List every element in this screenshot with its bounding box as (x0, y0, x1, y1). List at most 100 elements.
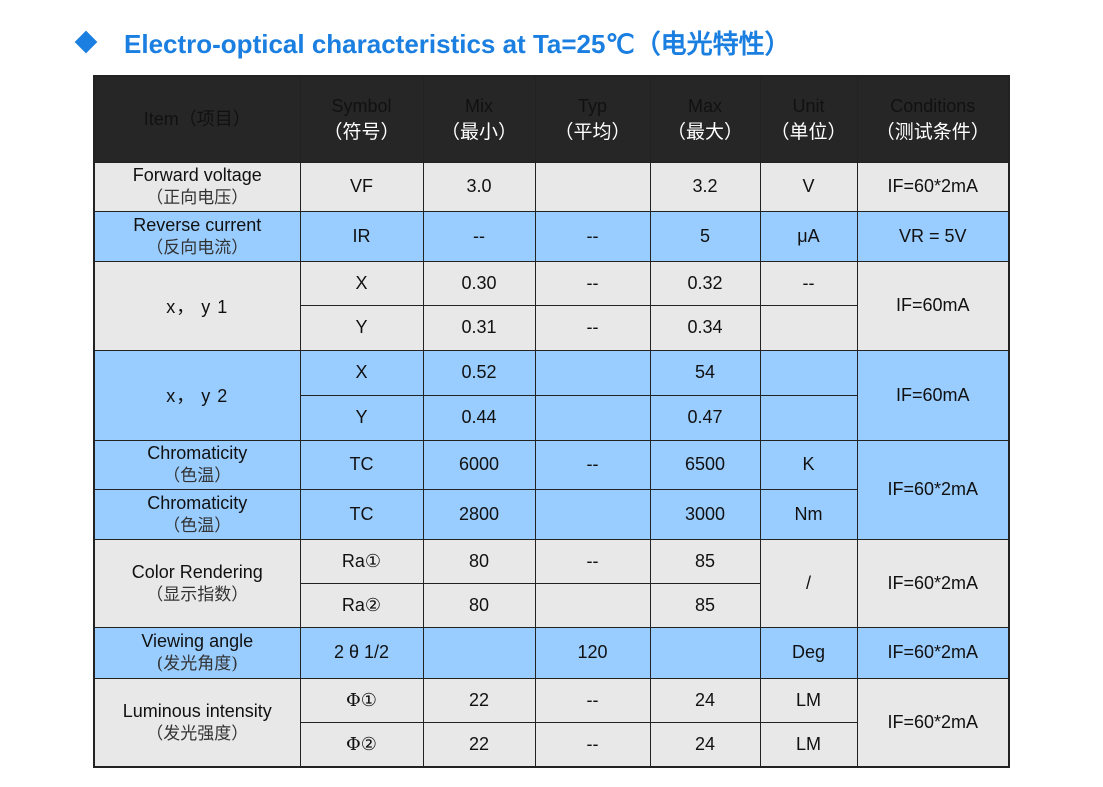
unit-cell: μA (759, 210, 858, 262)
typ-cell (534, 394, 651, 441)
header-min: Mix （最小） (422, 75, 536, 163)
unit-cell (759, 349, 858, 396)
min-cell: 80 (422, 538, 536, 584)
typ-cell: -- (534, 439, 651, 490)
typ-cell (534, 582, 651, 628)
max-cell: 3000 (649, 488, 761, 540)
diamond-bullet-icon (74, 30, 98, 54)
max-cell: 24 (649, 721, 761, 768)
max-cell: 54 (649, 349, 761, 396)
max-cell: 0.47 (649, 394, 761, 441)
min-cell: 22 (422, 721, 536, 768)
min-cell: 0.52 (422, 349, 536, 396)
min-cell: 3.0 (422, 161, 536, 212)
typ-cell (534, 349, 651, 396)
symbol-cell: Y (299, 304, 424, 351)
unit-cell: / (759, 538, 858, 628)
min-cell (422, 626, 536, 679)
item-cell: x， y 2 (93, 349, 301, 441)
table-row: Chromaticity （色温） TC 6000 -- 6500 K IF=60… (93, 439, 1010, 540)
title-row: Electro-optical characteristics at Ta=25… (74, 22, 791, 62)
unit-cell: K (759, 439, 858, 490)
conditions-cell: IF=60*2mA (856, 538, 1010, 628)
table-row: Viewing angle (发光角度) 2 θ 1/2 120 Deg IF=6… (93, 626, 1010, 679)
symbol-cell: IR (299, 210, 424, 262)
typ-cell: -- (534, 210, 651, 262)
header-symbol: Symbol （符号） (299, 75, 424, 163)
unit-cell: Nm (759, 488, 858, 540)
symbol-cell: Φ① (299, 677, 424, 723)
symbol-cell: VF (299, 161, 424, 212)
typ-cell: -- (534, 538, 651, 584)
unit-cell: V (759, 161, 858, 212)
unit-cell: LM (759, 721, 858, 768)
symbol-cell: TC (299, 439, 424, 490)
page-title: Electro-optical characteristics at Ta=25… (124, 28, 791, 59)
conditions-cell: IF=60*2mA (856, 161, 1010, 212)
symbol-cell: Ra② (299, 582, 424, 628)
table-row: Color Rendering （显示指数） Ra① 80 -- 85 / IF=… (93, 538, 1010, 628)
conditions-cell: IF=60*2mA (856, 677, 1010, 768)
max-cell: 85 (649, 582, 761, 628)
item-cell: Luminous intensity （发光强度） (93, 677, 301, 768)
item-cell: Viewing angle (发光角度) (93, 626, 301, 679)
symbol-cell: TC (299, 488, 424, 540)
symbol-cell: 2 θ 1/2 (299, 626, 424, 679)
unit-cell (759, 304, 858, 351)
symbol-cell: Φ② (299, 721, 424, 768)
min-cell: 0.30 (422, 260, 536, 306)
header-typ: Typ （平均） (534, 75, 651, 163)
header-unit: Unit （单位） (759, 75, 858, 163)
min-cell: 80 (422, 582, 536, 628)
typ-cell: -- (534, 677, 651, 723)
conditions-cell: VR = 5V (856, 210, 1010, 262)
conditions-cell: IF=60*2mA (856, 439, 1010, 540)
header-conditions: Conditions （测试条件） (856, 75, 1010, 163)
characteristics-table: Item（项目） Symbol （符号） Mix （最小） Typ （平均） Max （… (93, 75, 1010, 768)
item-cell: Color Rendering （显示指数） (93, 538, 301, 628)
table-row: x， y 1 X 0.30 -- 0.32 -- IF=60mA (93, 260, 1010, 351)
max-cell: 5 (649, 210, 761, 262)
min-cell: 0.31 (422, 304, 536, 351)
max-cell: 3.2 (649, 161, 761, 212)
header-max: Max （最大） (649, 75, 761, 163)
symbol-cell: Y (299, 394, 424, 441)
min-cell: 6000 (422, 439, 536, 490)
table-row: Y 0.31 -- 0.34 (94, 304, 1009, 351)
item-cell: Forward voltage （正向电压） (93, 161, 301, 212)
max-cell: 0.34 (649, 304, 761, 351)
min-cell: 2800 (422, 488, 536, 540)
typ-cell: 120 (534, 626, 651, 679)
table-row: Φ② 22 -- 24 LM (94, 721, 1009, 768)
max-cell: 24 (649, 677, 761, 723)
max-cell: 85 (649, 538, 761, 584)
table-row: Y 0.44 0.47 (94, 394, 1009, 441)
max-cell: 6500 (649, 439, 761, 490)
table-row: x， y 2 X 0.52 54 IF=60mA (93, 349, 1010, 441)
symbol-cell: X (299, 260, 424, 306)
max-cell (649, 626, 761, 679)
typ-cell: -- (534, 304, 651, 351)
conditions-cell: IF=60mA (856, 349, 1010, 441)
table-row: Chromaticity （色温） TC 2800 3000 Nm (93, 488, 1009, 540)
conditions-cell: IF=60*2mA (856, 626, 1010, 679)
table-row: Forward voltage （正向电压） VF 3.0 3.2 V IF=60… (93, 161, 1010, 212)
conditions-cell: IF=60mA (856, 260, 1010, 351)
item-cell: Chromaticity （色温） (93, 439, 301, 490)
symbol-cell: Ra① (299, 538, 424, 584)
item-cell: x， y 1 (93, 260, 301, 351)
header-item: Item（项目） (93, 75, 301, 163)
table-row: Reverse current （反向电流） IR -- -- 5 μA VR =… (93, 210, 1010, 262)
table-row: Luminous intensity （发光强度） Φ① 22 -- 24 LM … (93, 677, 1010, 768)
item-cell: Reverse current （反向电流） (93, 210, 301, 262)
unit-cell: LM (759, 677, 858, 723)
typ-cell: -- (534, 260, 651, 306)
symbol-cell: X (299, 349, 424, 396)
max-cell: 0.32 (649, 260, 761, 306)
typ-cell (534, 161, 651, 212)
min-cell: 0.44 (422, 394, 536, 441)
typ-cell (534, 488, 651, 540)
min-cell: -- (422, 210, 536, 262)
unit-cell (759, 394, 858, 441)
item-cell: Chromaticity （色温） (93, 488, 301, 540)
